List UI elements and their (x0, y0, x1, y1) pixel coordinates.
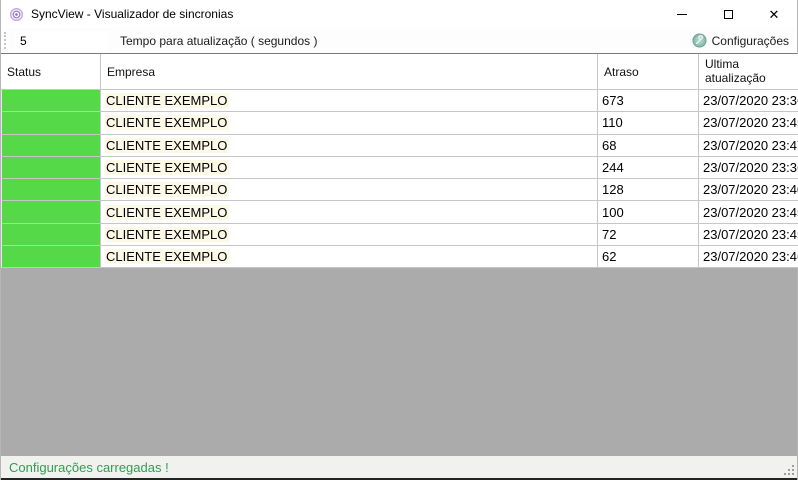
atraso-cell: 72 (598, 223, 699, 247)
empresa-cell: CLIENTE EXEMPLO (101, 179, 598, 202)
wrench-circle-icon (692, 33, 707, 48)
empresa-text: CLIENTE EXEMPLO (105, 115, 230, 131)
sync-table: Status Empresa Atraso Ultima atualização… (1, 53, 798, 269)
empresa-text: CLIENTE EXEMPLO (105, 160, 230, 176)
interval-input[interactable] (14, 30, 108, 51)
atraso-cell: 110 (598, 112, 699, 135)
table-row[interactable]: CLIENTE EXEMPLO 100 23/07/2020 23:45 (1, 201, 798, 224)
minimize-icon (677, 13, 687, 15)
empresa-cell: CLIENTE EXEMPLO (101, 90, 598, 113)
empresa-cell: CLIENTE EXEMPLO (101, 112, 598, 135)
atraso-cell: 62 (598, 246, 699, 269)
interval-label: Tempo para atualização ( segundos ) (120, 33, 318, 48)
empresa-text: CLIENTE EXEMPLO (105, 204, 230, 220)
column-header-ultima[interactable]: Ultima atualização (699, 54, 798, 90)
empresa-cell: CLIENTE EXEMPLO (101, 156, 598, 180)
status-cell (1, 134, 101, 157)
ultima-cell: 23/07/2020 23:45 (699, 223, 798, 247)
ultima-cell: 23/07/2020 23:45 (699, 112, 798, 135)
toolbar: Tempo para atualização ( segundos ) Conf… (1, 28, 797, 53)
atraso-cell: 244 (598, 156, 699, 180)
status-cell (1, 223, 101, 247)
table-row[interactable]: CLIENTE EXEMPLO 673 23/07/2020 23:36 (1, 90, 798, 113)
table-header-row: Status Empresa Atraso Ultima atualização (1, 54, 798, 90)
window-bottom-border (1, 478, 797, 480)
table-row[interactable]: CLIENTE EXEMPLO 128 23/07/2020 23:40 (1, 179, 798, 202)
status-cell (1, 201, 101, 224)
empresa-text: CLIENTE EXEMPLO (105, 93, 230, 109)
atraso-cell: 673 (598, 90, 699, 113)
close-button[interactable]: ✕ (751, 0, 797, 28)
toolbar-grip-icon[interactable] (4, 32, 8, 49)
table-body: CLIENTE EXEMPLO 673 23/07/2020 23:36 CLI… (1, 90, 798, 269)
empresa-text: CLIENTE EXEMPLO (105, 249, 230, 265)
settings-button[interactable]: Configurações (687, 31, 794, 50)
empresa-cell: CLIENTE EXEMPLO (101, 246, 598, 269)
ultima-cell: 23/07/2020 23:47 (699, 134, 798, 157)
table-row[interactable]: CLIENTE EXEMPLO 62 23/07/2020 23:46 (1, 246, 798, 269)
maximize-icon (723, 9, 733, 19)
table-row[interactable]: CLIENTE EXEMPLO 110 23/07/2020 23:45 (1, 112, 798, 135)
settings-button-label: Configurações (711, 33, 789, 48)
ultima-cell: 23/07/2020 23:36 (699, 156, 798, 180)
titlebar: SyncView - Visualizador de sincronias ✕ (1, 0, 797, 28)
column-header-atraso[interactable]: Atraso (598, 54, 699, 90)
empresa-text: CLIENTE EXEMPLO (105, 137, 230, 153)
status-cell (1, 246, 101, 269)
empresa-text: CLIENTE EXEMPLO (105, 182, 230, 198)
status-cell (1, 90, 101, 113)
empresa-cell: CLIENTE EXEMPLO (101, 223, 598, 247)
ultima-cell: 23/07/2020 23:46 (699, 246, 798, 269)
window-title: SyncView - Visualizador de sincronias (31, 7, 234, 21)
atraso-cell: 128 (598, 179, 699, 202)
atraso-cell: 68 (598, 134, 699, 157)
minimize-button[interactable] (659, 0, 705, 28)
status-cell (1, 156, 101, 180)
empresa-cell: CLIENTE EXEMPLO (101, 134, 598, 157)
table-row[interactable]: CLIENTE EXEMPLO 244 23/07/2020 23:36 (1, 156, 798, 180)
status-cell (1, 179, 101, 202)
statusbar-message: Configurações carregadas ! (9, 459, 169, 475)
table-row[interactable]: CLIENTE EXEMPLO 68 23/07/2020 23:47 (1, 134, 798, 157)
table-row[interactable]: CLIENTE EXEMPLO 72 23/07/2020 23:45 (1, 223, 798, 247)
atraso-cell: 100 (598, 201, 699, 224)
column-header-empresa[interactable]: Empresa (101, 54, 598, 90)
resize-grip-icon[interactable] (783, 464, 795, 476)
ultima-cell: 23/07/2020 23:45 (699, 201, 798, 224)
column-header-status[interactable]: Status (1, 54, 101, 90)
status-cell (1, 112, 101, 135)
empresa-text: CLIENTE EXEMPLO (105, 226, 230, 242)
ultima-cell: 23/07/2020 23:36 (699, 90, 798, 113)
app-icon (9, 7, 24, 21)
empty-client-area (1, 268, 797, 456)
empresa-cell: CLIENTE EXEMPLO (101, 201, 598, 224)
close-icon: ✕ (768, 6, 780, 22)
statusbar: Configurações carregadas ! (1, 456, 797, 478)
ultima-cell: 23/07/2020 23:40 (699, 179, 798, 202)
caption-buttons: ✕ (659, 0, 797, 28)
maximize-button[interactable] (705, 0, 751, 28)
